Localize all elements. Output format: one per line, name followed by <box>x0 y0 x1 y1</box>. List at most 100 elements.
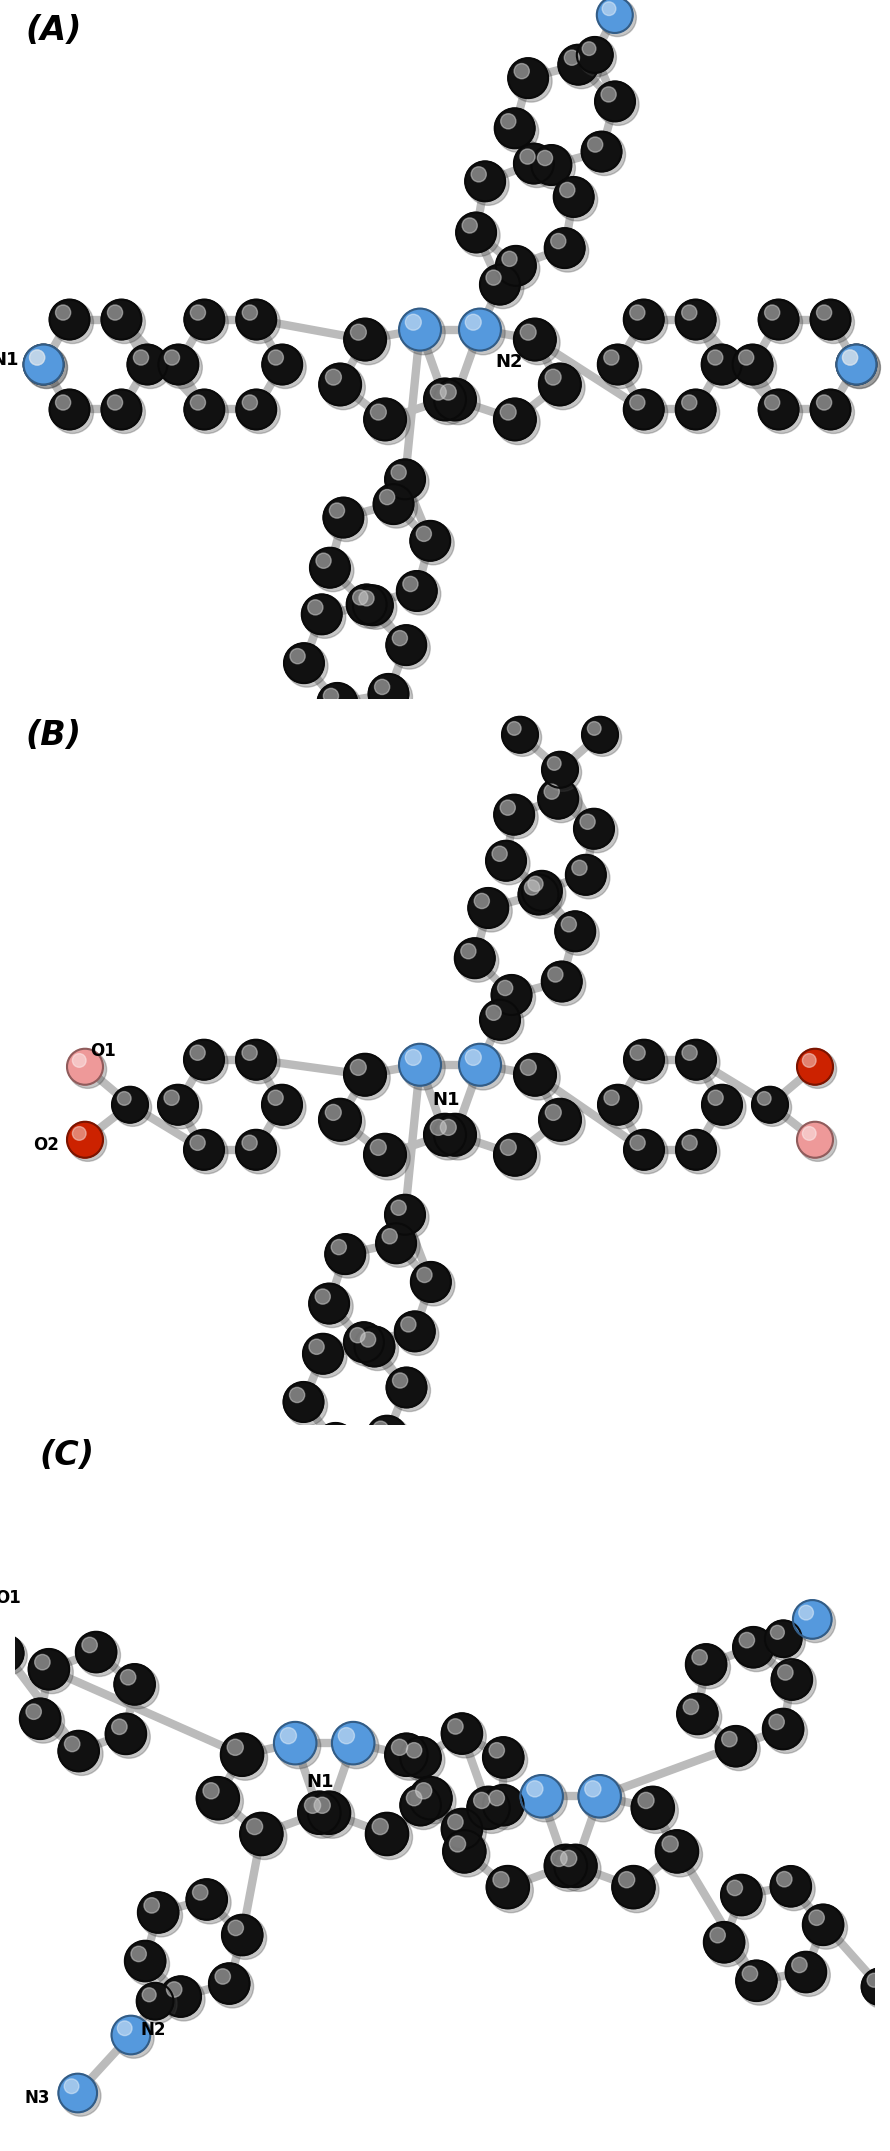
Circle shape <box>20 1699 61 1738</box>
Circle shape <box>310 1794 354 1839</box>
Circle shape <box>305 1336 347 1379</box>
Circle shape <box>480 1000 520 1039</box>
Circle shape <box>704 1923 744 1962</box>
Circle shape <box>264 1086 306 1129</box>
Circle shape <box>184 1129 224 1170</box>
Circle shape <box>786 1951 826 1992</box>
Circle shape <box>127 1942 169 1985</box>
Circle shape <box>465 161 506 202</box>
Circle shape <box>163 1979 205 2022</box>
Circle shape <box>485 1740 528 1781</box>
Circle shape <box>412 523 454 566</box>
Circle shape <box>72 1127 86 1140</box>
Circle shape <box>314 1798 330 1813</box>
Circle shape <box>368 673 409 714</box>
Circle shape <box>799 1050 837 1088</box>
Circle shape <box>531 144 571 185</box>
Circle shape <box>735 1628 778 1671</box>
Circle shape <box>742 1966 757 1981</box>
Circle shape <box>370 675 412 718</box>
Circle shape <box>560 183 575 198</box>
Circle shape <box>626 1041 668 1084</box>
Circle shape <box>416 1783 432 1798</box>
Circle shape <box>67 1121 103 1157</box>
Circle shape <box>238 1131 280 1174</box>
Circle shape <box>555 912 595 951</box>
Circle shape <box>494 398 536 441</box>
Circle shape <box>268 1091 283 1106</box>
Circle shape <box>320 684 361 727</box>
Circle shape <box>538 779 578 820</box>
Circle shape <box>510 60 552 101</box>
Circle shape <box>634 1790 678 1833</box>
Circle shape <box>561 47 603 88</box>
Circle shape <box>630 305 645 320</box>
Circle shape <box>376 1224 416 1263</box>
Circle shape <box>351 1060 367 1076</box>
Circle shape <box>344 1323 384 1362</box>
Circle shape <box>112 1086 148 1123</box>
Circle shape <box>417 527 432 542</box>
Circle shape <box>82 1637 97 1652</box>
Circle shape <box>321 1428 336 1443</box>
Circle shape <box>487 1865 529 1908</box>
Circle shape <box>568 856 610 899</box>
Text: N2: N2 <box>141 2022 166 2039</box>
Circle shape <box>599 0 636 37</box>
Circle shape <box>309 1284 349 1323</box>
Circle shape <box>778 1665 793 1680</box>
Circle shape <box>140 1895 182 1936</box>
Circle shape <box>809 1910 824 1925</box>
Circle shape <box>813 391 854 435</box>
Circle shape <box>504 718 542 757</box>
Circle shape <box>364 398 406 441</box>
Circle shape <box>721 1876 762 1914</box>
Circle shape <box>434 379 476 419</box>
Circle shape <box>469 1790 514 1833</box>
Circle shape <box>708 351 723 366</box>
Circle shape <box>430 1119 446 1136</box>
Circle shape <box>304 1798 320 1813</box>
Circle shape <box>401 310 445 355</box>
Circle shape <box>144 1897 159 1912</box>
Circle shape <box>489 1867 533 1912</box>
Circle shape <box>165 351 180 366</box>
Circle shape <box>353 585 392 626</box>
Circle shape <box>677 1693 717 1734</box>
Circle shape <box>490 1742 505 1757</box>
Circle shape <box>547 968 563 983</box>
Circle shape <box>624 299 664 340</box>
Circle shape <box>516 320 560 366</box>
Circle shape <box>803 1054 816 1067</box>
Circle shape <box>533 146 575 189</box>
Circle shape <box>777 1871 792 1886</box>
Circle shape <box>540 781 582 822</box>
Circle shape <box>471 168 486 183</box>
Circle shape <box>556 1848 601 1891</box>
Circle shape <box>692 1650 708 1665</box>
Circle shape <box>678 1131 720 1174</box>
Circle shape <box>467 1787 510 1828</box>
Circle shape <box>838 346 880 389</box>
Circle shape <box>186 391 229 435</box>
Circle shape <box>811 299 851 340</box>
Circle shape <box>388 628 430 669</box>
Circle shape <box>867 1972 881 1988</box>
Circle shape <box>467 163 509 204</box>
Circle shape <box>630 1136 645 1151</box>
Circle shape <box>545 1846 587 1886</box>
Circle shape <box>434 1114 476 1155</box>
Circle shape <box>576 811 618 852</box>
Circle shape <box>366 1136 410 1181</box>
Circle shape <box>334 1723 379 1768</box>
Circle shape <box>26 346 68 389</box>
Circle shape <box>838 346 880 389</box>
Circle shape <box>704 346 746 389</box>
Circle shape <box>344 318 386 361</box>
Circle shape <box>312 551 354 592</box>
Circle shape <box>524 880 539 895</box>
Circle shape <box>739 1633 755 1648</box>
Circle shape <box>402 1787 445 1831</box>
Circle shape <box>626 301 668 344</box>
Circle shape <box>495 108 535 148</box>
